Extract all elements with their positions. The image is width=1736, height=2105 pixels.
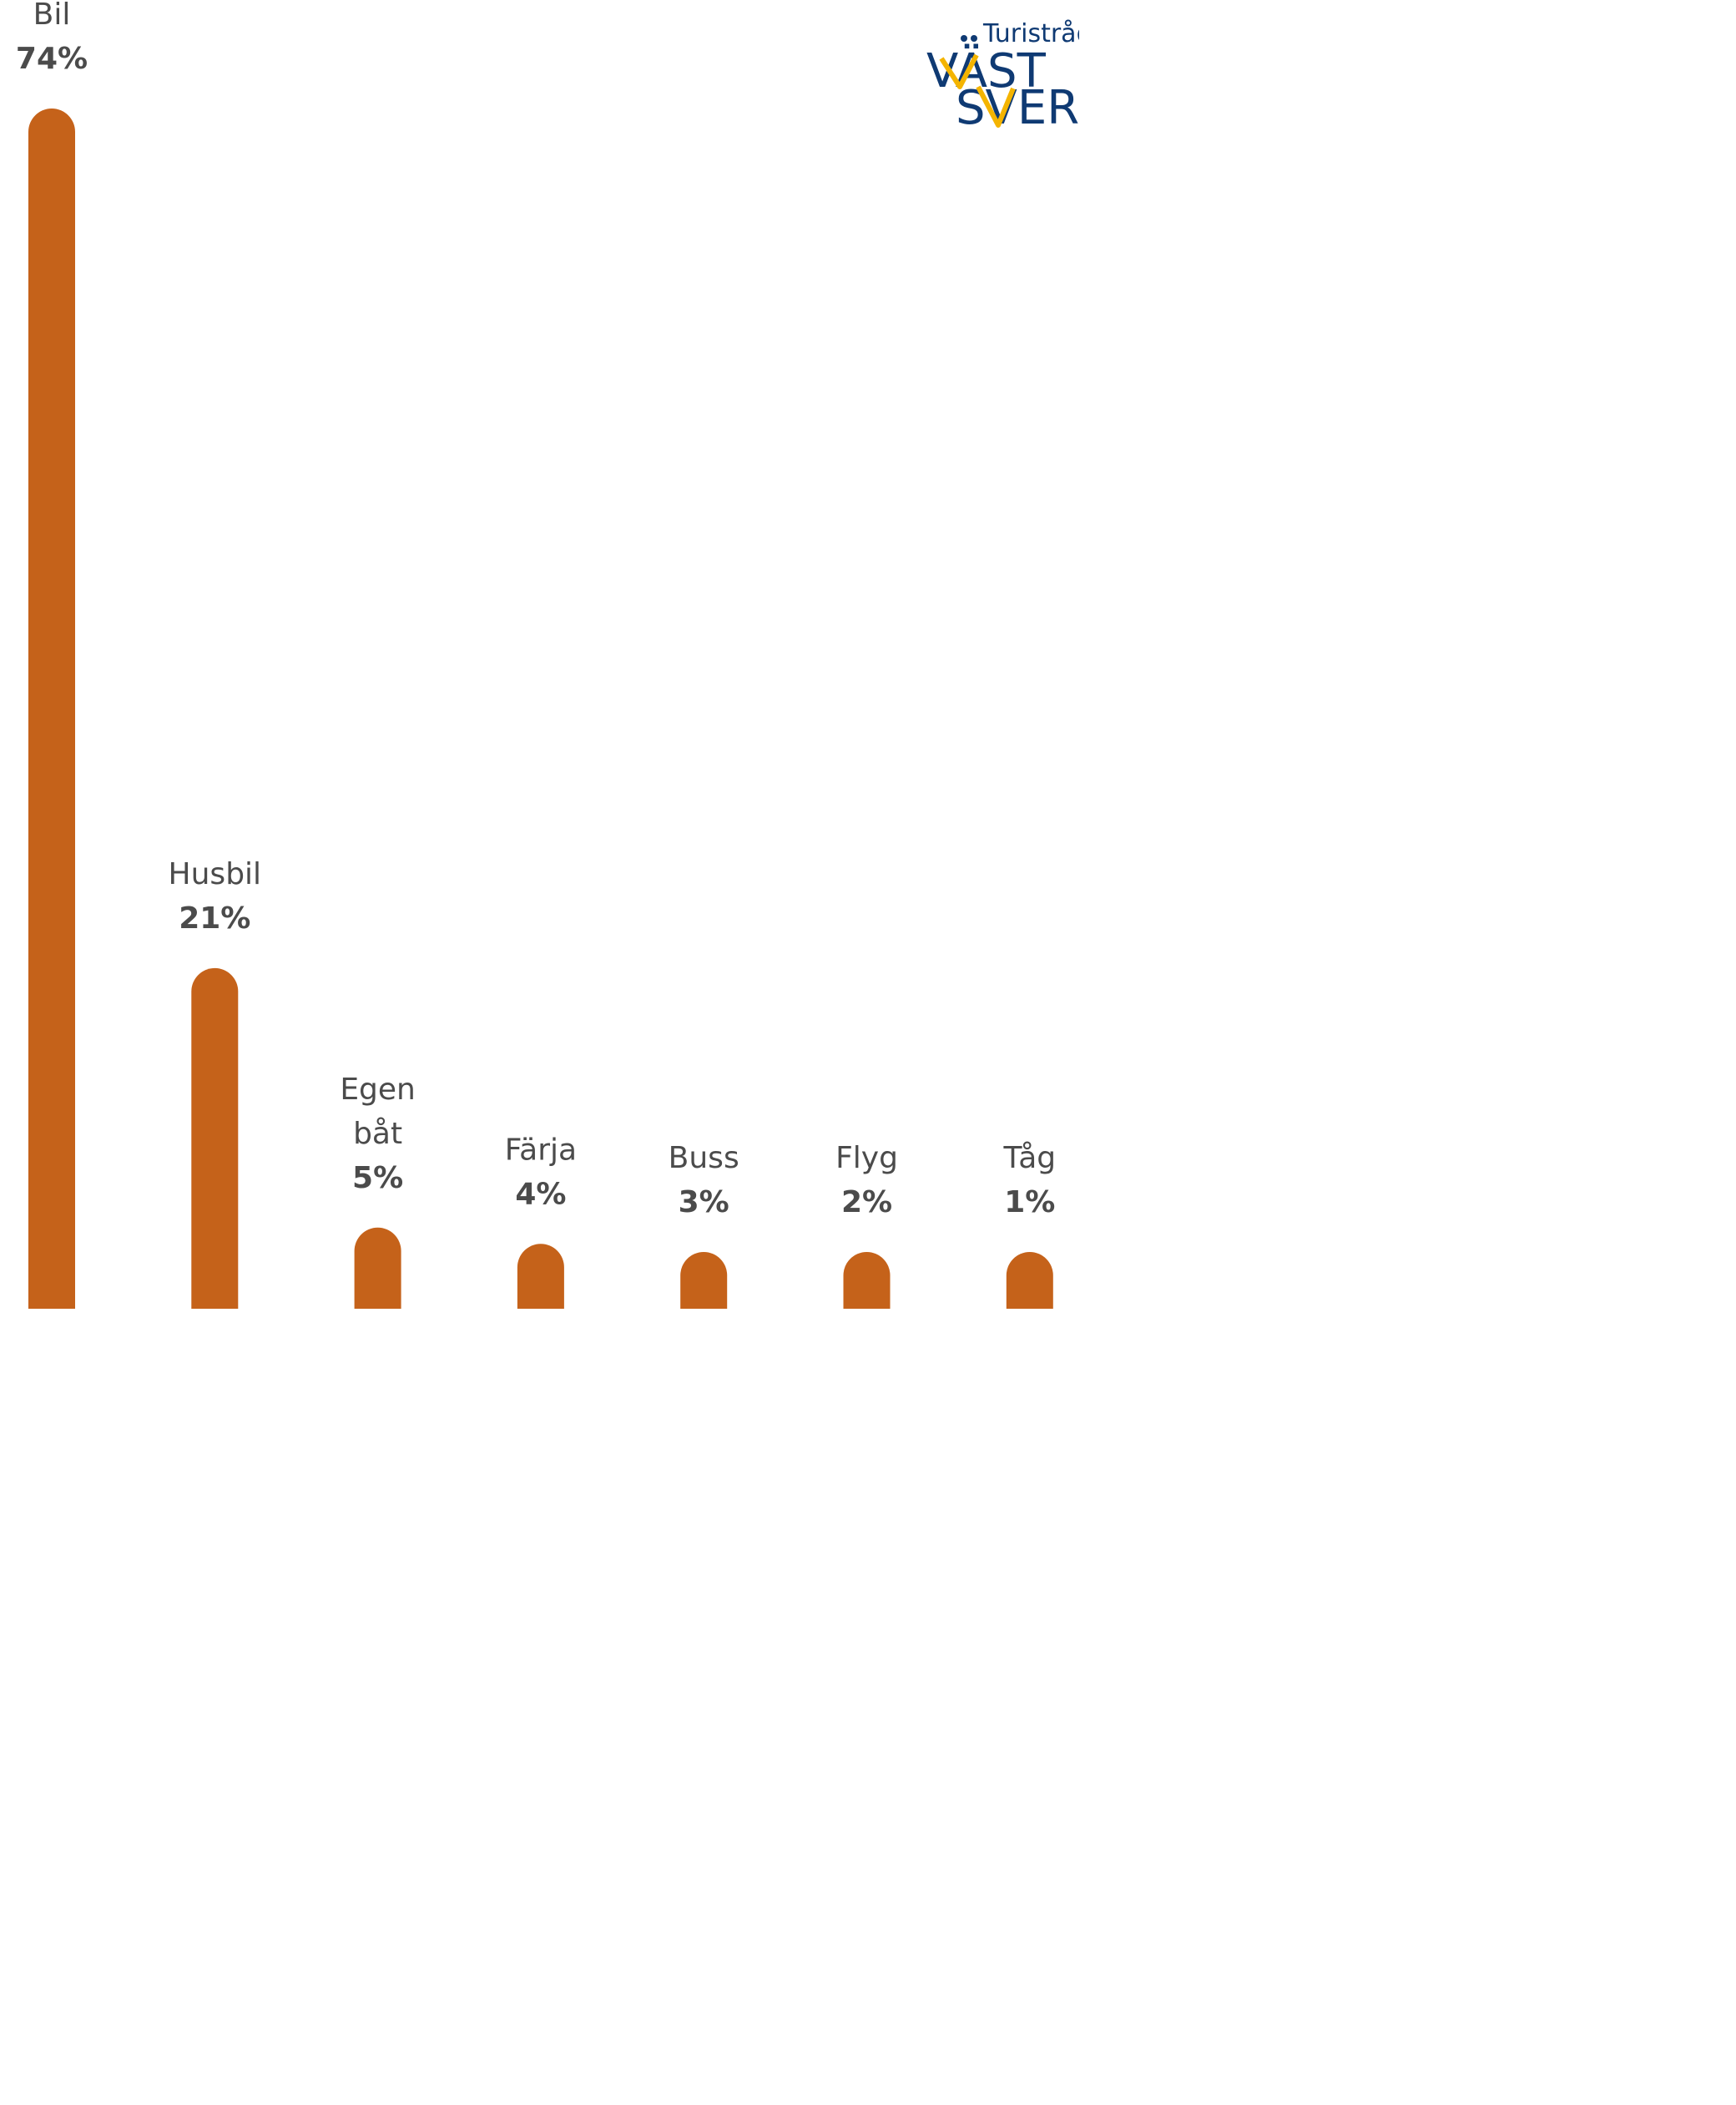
category-label: Bil bbox=[33, 0, 71, 32]
value-label: 74% bbox=[16, 42, 88, 76]
labels-group: 74% Bil 21% Husbil 5% Egen båt 4% Färja 3% Buss 2% F… bbox=[16, 0, 1056, 1219]
value-label: 21% bbox=[179, 901, 250, 936]
category-label: Färja bbox=[505, 1133, 577, 1167]
value-label: 2% bbox=[841, 1185, 892, 1219]
bar-2 bbox=[354, 1227, 401, 1309]
logo-dot-icon bbox=[971, 35, 977, 42]
category-label: Flyg bbox=[835, 1141, 898, 1175]
category-label: Husbil bbox=[169, 857, 262, 891]
logo-zigzag-icon bbox=[939, 53, 1016, 128]
bars-group bbox=[28, 109, 1053, 1309]
value-label: 3% bbox=[679, 1185, 729, 1219]
category-label: Tåg bbox=[1002, 1141, 1056, 1175]
bar-chart: 74% Bil 21% Husbil 5% Egen båt 4% Färja 3% Buss 2% F… bbox=[16, 0, 1079, 1309]
bar-1 bbox=[191, 967, 239, 1309]
logo-line1: VÄST bbox=[926, 44, 1047, 98]
category-label: Egen bbox=[340, 1073, 416, 1107]
bar-5 bbox=[843, 1252, 891, 1309]
bar-0 bbox=[28, 109, 75, 1309]
logo-line2: SVERIG bbox=[956, 81, 1079, 135]
bar-6 bbox=[1006, 1252, 1053, 1309]
logo-small-text: Turistråde bbox=[982, 19, 1079, 48]
value-label: 1% bbox=[1004, 1185, 1055, 1219]
logo-dot-icon bbox=[961, 35, 967, 42]
tourism-logo: Turistråde VÄST SVERIG bbox=[926, 19, 1079, 135]
category-label: Buss bbox=[669, 1141, 739, 1175]
value-label: 5% bbox=[352, 1161, 403, 1195]
bar-3 bbox=[517, 1244, 564, 1309]
bar-4 bbox=[680, 1252, 728, 1309]
category-label: båt bbox=[353, 1117, 402, 1151]
value-label: 4% bbox=[515, 1177, 566, 1211]
